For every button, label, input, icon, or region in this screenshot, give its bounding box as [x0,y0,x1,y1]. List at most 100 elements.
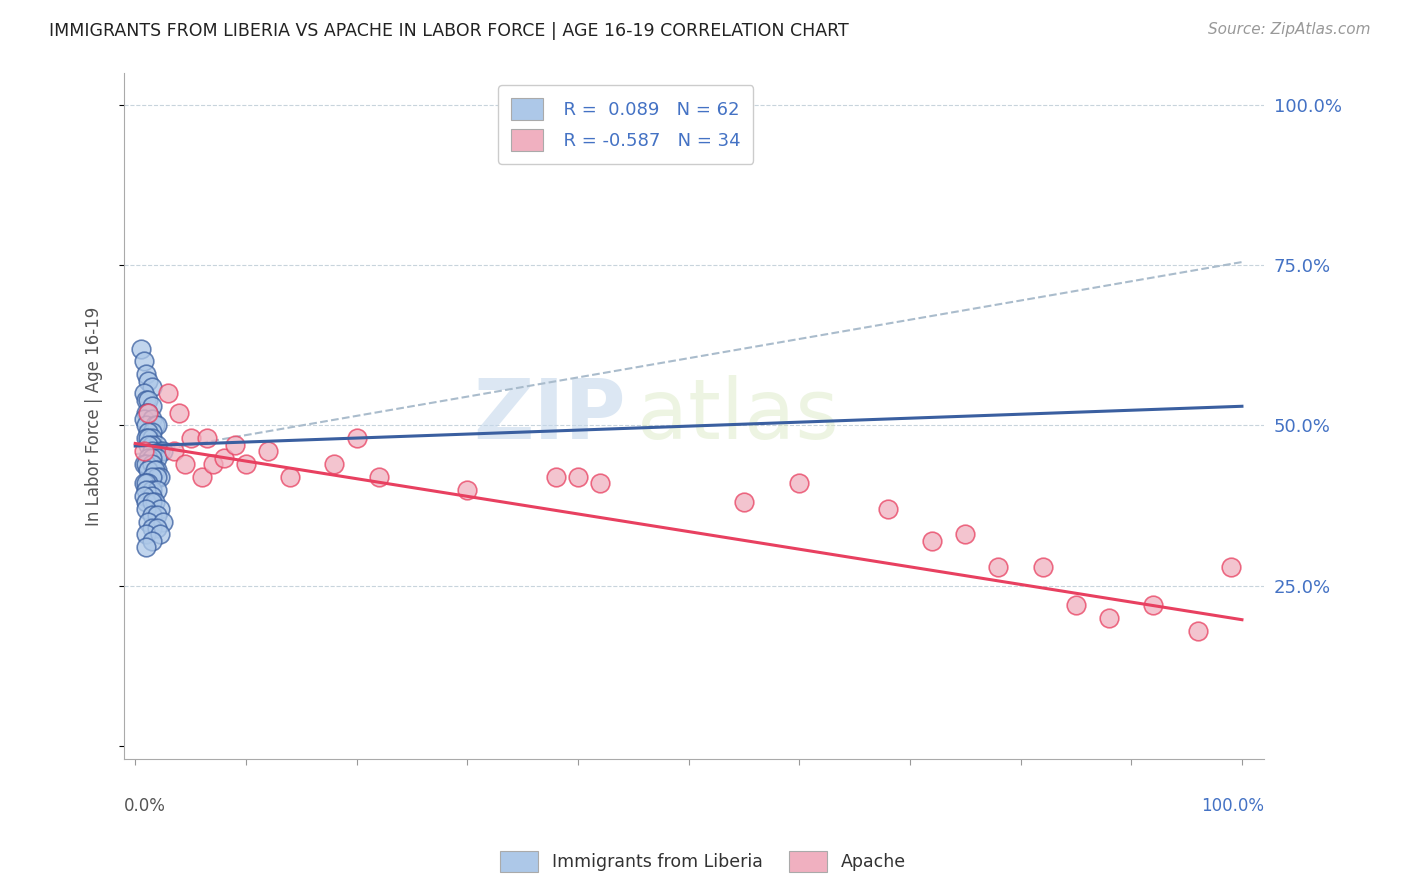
Point [456,483,478,497]
Point [135,495,157,509]
Point [589,476,612,491]
Point [257,444,280,458]
Point [138,476,160,491]
Point [1187,624,1209,638]
Point [955,527,977,541]
Point [148,501,170,516]
Point [138,406,160,420]
Point [141,508,163,523]
Point [1032,559,1054,574]
Point [146,450,169,465]
Point [143,495,166,509]
Point [132,386,155,401]
Point [141,521,163,535]
Point [141,431,163,445]
Point [544,469,567,483]
Point [152,444,174,458]
Point [141,483,163,497]
Point [138,515,160,529]
Point [174,457,197,471]
Point [278,469,301,483]
Point [135,541,157,555]
Point [138,406,160,420]
Point [190,469,212,483]
Point [135,406,157,420]
Y-axis label: In Labor Force | Age 16-19: In Labor Force | Age 16-19 [86,306,103,525]
Text: atlas: atlas [637,376,839,457]
Point [135,501,157,516]
Point [141,450,163,465]
Point [1098,611,1121,625]
Point [141,425,163,439]
Point [1219,559,1241,574]
Point [148,469,170,483]
Legend:   R =  0.089   N = 62,   R = -0.587   N = 34: R = 0.089 N = 62, R = -0.587 N = 34 [498,86,754,164]
Point [138,438,160,452]
Point [138,463,160,477]
Point [135,457,157,471]
Point [212,450,235,465]
Point [138,392,160,407]
Point [367,469,389,483]
Point [141,489,163,503]
Point [135,418,157,433]
Point [195,431,218,445]
Point [141,457,163,471]
Point [987,559,1010,574]
Point [148,444,170,458]
Point [141,495,163,509]
Point [135,527,157,541]
Point [733,495,755,509]
Point [143,418,166,433]
Point [346,431,368,445]
Point [132,444,155,458]
Point [132,489,155,503]
Point [146,418,169,433]
Point [143,463,166,477]
Point [146,508,169,523]
Point [157,386,180,401]
Point [146,469,169,483]
Point [921,533,943,548]
Point [1064,598,1087,612]
Point [135,392,157,407]
Text: 0.0%: 0.0% [124,797,166,814]
Point [163,444,186,458]
Point [141,469,163,483]
Point [138,374,160,388]
Point [169,406,191,420]
Point [138,425,160,439]
Point [141,533,163,548]
Point [141,444,163,458]
Point [146,521,169,535]
Point [129,342,152,356]
Point [141,412,163,426]
Text: IMMIGRANTS FROM LIBERIA VS APACHE IN LABOR FORCE | AGE 16-19 CORRELATION CHART: IMMIGRANTS FROM LIBERIA VS APACHE IN LAB… [49,22,849,40]
Point [180,431,202,445]
Point [132,354,155,368]
Point [323,457,346,471]
Point [135,476,157,491]
Point [135,483,157,497]
Point [146,483,169,497]
Point [235,457,257,471]
Point [146,463,169,477]
Text: Source: ZipAtlas.com: Source: ZipAtlas.com [1208,22,1371,37]
Point [138,431,160,445]
Point [141,438,163,452]
Point [1142,598,1164,612]
Point [201,457,224,471]
Point [141,380,163,394]
Point [138,450,160,465]
Point [876,501,898,516]
Point [132,457,155,471]
Point [135,368,157,382]
Point [787,476,810,491]
Point [224,438,246,452]
Point [132,476,155,491]
Point [141,399,163,413]
Text: ZIP: ZIP [474,376,626,457]
Point [567,469,589,483]
Point [132,412,155,426]
Legend: Immigrants from Liberia, Apache: Immigrants from Liberia, Apache [494,844,912,879]
